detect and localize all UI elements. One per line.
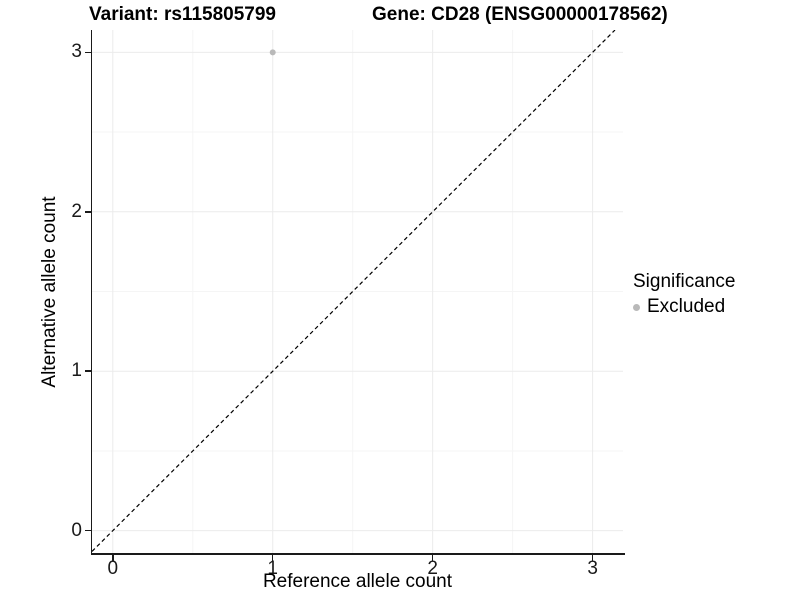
y-tick-label: 0 xyxy=(71,519,82,541)
legend: Significance Excluded xyxy=(633,271,735,318)
x-tick-mark xyxy=(271,554,274,561)
identity-reference-line xyxy=(91,29,616,552)
data-point xyxy=(269,49,276,56)
x-axis-title: Reference allele count xyxy=(262,571,453,592)
x-tick-label: 0 xyxy=(107,558,119,579)
x-tick-mark xyxy=(431,554,434,561)
plot-canvas xyxy=(91,29,623,553)
x-tick-mark xyxy=(112,554,114,561)
y-axis-line xyxy=(90,30,92,554)
x-tick-label: 1 xyxy=(267,558,278,579)
legend-point-icon xyxy=(633,303,640,311)
x-tick-label: 2 xyxy=(427,558,438,579)
plot-panel xyxy=(91,29,623,553)
y-tick-label: 2 xyxy=(71,200,82,222)
y-tick-label: 3 xyxy=(71,41,82,63)
legend-title: Significance xyxy=(633,271,736,292)
y-tick-label: 1 xyxy=(71,360,82,382)
legend-item-excluded: Excluded xyxy=(633,296,735,318)
x-axis-line xyxy=(90,553,625,555)
x-tick-label: 3 xyxy=(587,558,598,579)
y-tick-mark xyxy=(84,51,91,54)
y-tick-mark xyxy=(84,529,91,532)
gene-title: Gene: CD28 (ENSG00000178562) xyxy=(372,4,668,25)
y-tick-mark xyxy=(84,211,91,213)
variant-title: Variant: rs115805799 xyxy=(89,4,276,25)
legend-item-label: Excluded xyxy=(647,296,726,317)
x-tick-mark xyxy=(591,554,594,561)
y-axis-title: Alternative allele count xyxy=(39,196,60,388)
y-tick-mark xyxy=(84,370,91,372)
